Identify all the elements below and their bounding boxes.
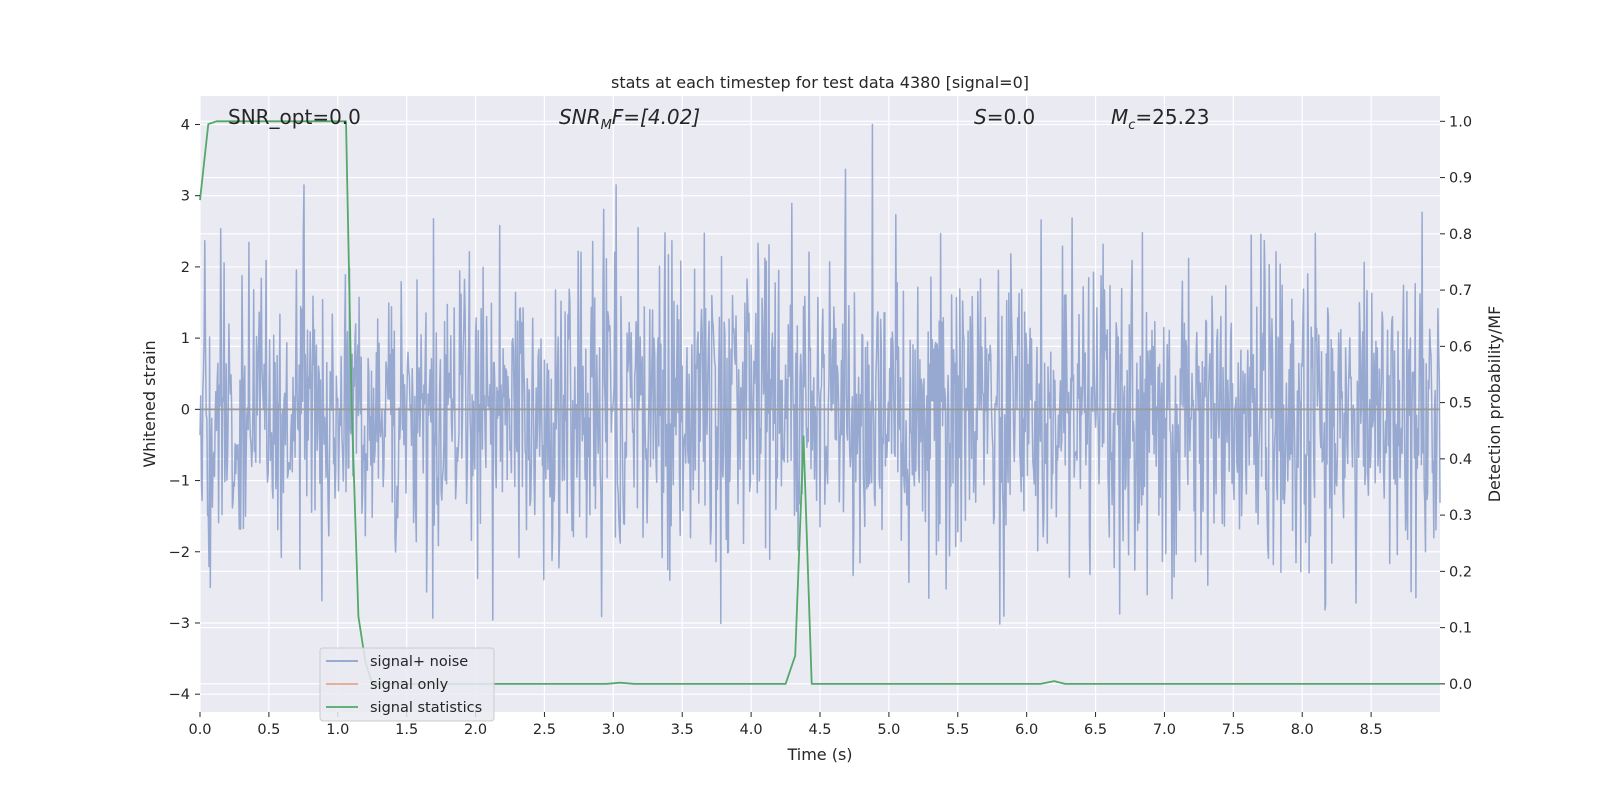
- signal-statistics-line: [199, 120, 1440, 685]
- y-left-tick-label: 2: [181, 260, 190, 276]
- signal-statistics-series: [199, 120, 1440, 685]
- legend-label-signal-only: signal only: [370, 677, 449, 693]
- y-left-tick-label: −2: [169, 545, 190, 561]
- x-tick-label: 7.5: [1222, 722, 1245, 738]
- annotation-snr-mf-rest: F=[4.02]: [612, 105, 700, 129]
- y-right-tick-label: 1.0: [1449, 114, 1472, 130]
- annotation-snr-mf: SNRMF=[4.02]: [559, 105, 700, 133]
- y-right-tick-label: 0.1: [1449, 621, 1472, 637]
- x-tick-label: 4.0: [740, 722, 763, 738]
- annotation-mc-rest: =25.23: [1135, 105, 1209, 129]
- y-axis-label-right: Detection probability/MF: [1485, 306, 1504, 503]
- y-right-tick-label: 0.9: [1449, 171, 1472, 187]
- x-tick-label: 8.5: [1360, 722, 1383, 738]
- y-left-tick-label: −1: [169, 474, 190, 490]
- x-tick-label: 4.5: [808, 722, 831, 738]
- y-left-tick-label: 1: [181, 331, 190, 347]
- y-right-tick-label: 0.2: [1449, 564, 1472, 580]
- annotation-snr-opt: SNR_opt=0.0: [228, 105, 361, 129]
- x-tick-label: 7.0: [1153, 722, 1176, 738]
- y-right-tick-label: 0.3: [1449, 508, 1472, 524]
- y-left-tick-label: 0: [181, 402, 190, 418]
- y-left-tick-label: 4: [181, 117, 190, 133]
- annotation-snr-mf-sub: M: [601, 118, 612, 133]
- y-axis-label-left: Whitened strain: [140, 340, 159, 467]
- x-tick-label: 6.0: [1015, 722, 1038, 738]
- signal-noise-series: [199, 123, 1441, 625]
- y-left-tick-label: −3: [169, 616, 190, 632]
- x-tick-label: 5.0: [877, 722, 900, 738]
- x-tick-label: 5.5: [946, 722, 969, 738]
- x-tick-label: 1.5: [395, 722, 418, 738]
- y-right-tick-label: 0.0: [1449, 677, 1472, 693]
- annotation-mc: Mc=25.23: [1111, 105, 1209, 133]
- annotation-snr-mf-base: SNR: [559, 105, 601, 129]
- x-tick-label: 1.0: [326, 722, 349, 738]
- ticks: 0.0 0.5 1.0 1.5 2.0 2.5 3.0 3.5 4.0 4.5 5.0 5.5 6.0 6…: [169, 114, 1472, 738]
- annotation-s: S=0.0: [974, 105, 1035, 129]
- x-tick-label: 3.5: [671, 722, 694, 738]
- y-right-tick-label: 0.8: [1449, 227, 1472, 243]
- y-left-tick-label: 3: [181, 189, 190, 205]
- y-right-tick-label: 0.7: [1449, 283, 1472, 299]
- x-tick-label: 0.5: [257, 722, 280, 738]
- chart-title: stats at each timestep for test data 438…: [611, 73, 1029, 92]
- annotation-s-rest: =0.0: [987, 105, 1036, 129]
- x-tick-label: 2.5: [533, 722, 556, 738]
- legend-label-signal-noise: signal+ noise: [370, 654, 468, 670]
- signal-noise-line: [199, 123, 1441, 625]
- legend-box: [319, 647, 495, 722]
- x-tick-label: 8.0: [1291, 722, 1314, 738]
- x-tick-label: 3.0: [602, 722, 625, 738]
- x-tick-label: 6.5: [1084, 722, 1107, 738]
- y-right-tick-label: 0.4: [1449, 452, 1472, 468]
- annotation-mc-sub: c: [1128, 118, 1135, 133]
- x-axis-label: Time (s): [786, 745, 852, 764]
- annotation-s-italic: S: [974, 105, 987, 129]
- annotation-mc-base: M: [1111, 105, 1128, 129]
- legend-label-signal-statistics: signal statistics: [370, 700, 482, 716]
- y-right-tick-label: 0.5: [1449, 396, 1472, 412]
- x-tick-label: 0.0: [188, 722, 211, 738]
- y-right-tick-label: 0.6: [1449, 339, 1472, 355]
- legend: signal+ noise signal only signal statist…: [319, 647, 495, 722]
- y-left-tick-label: −4: [169, 687, 190, 703]
- x-tick-label: 2.0: [464, 722, 487, 738]
